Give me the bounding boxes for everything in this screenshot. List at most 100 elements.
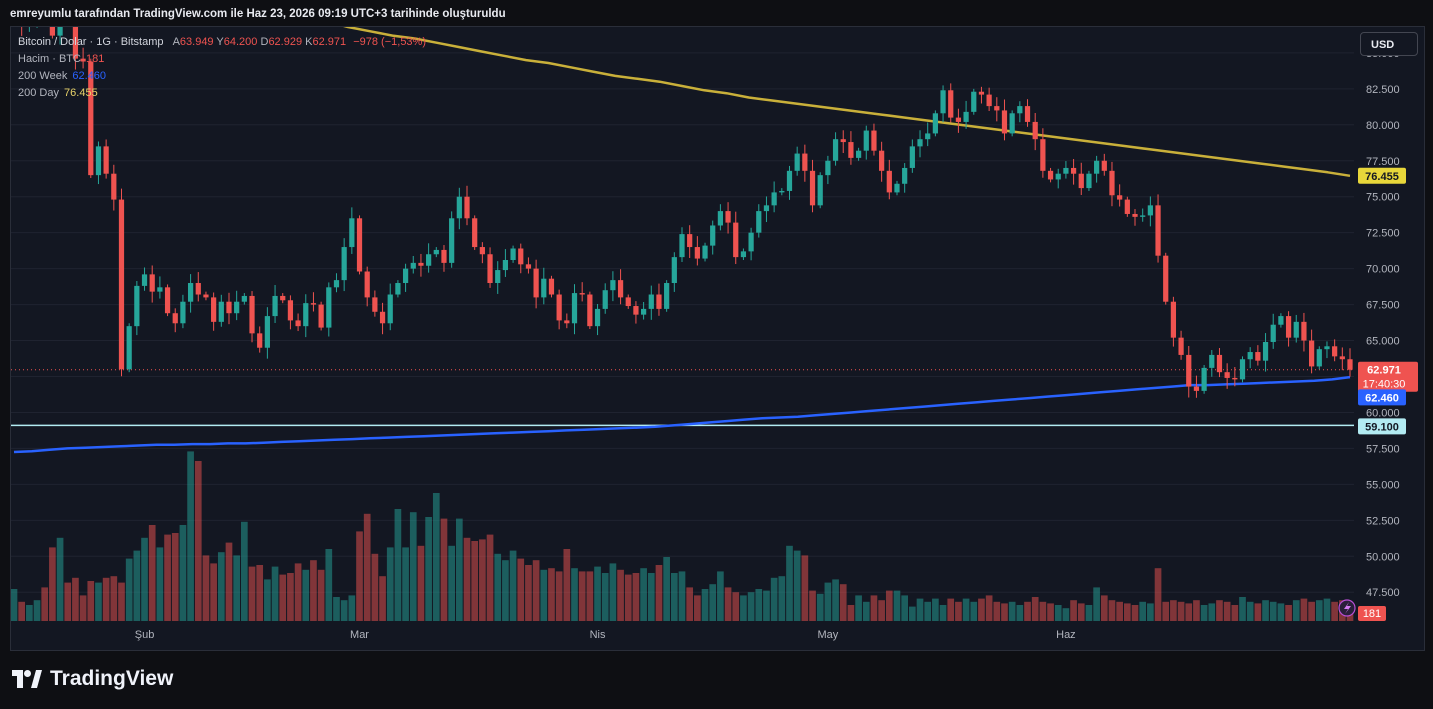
volume-bar: [1185, 603, 1193, 621]
volume-bar: [1123, 603, 1131, 621]
ma200w-line[interactable]: [13, 375, 1351, 454]
candle-body: [733, 222, 739, 258]
volume-bar: [1262, 600, 1269, 621]
legend-volume-row[interactable]: Hacim · BTC 181: [18, 51, 426, 68]
candle-body: [710, 225, 716, 246]
candle-body: [832, 139, 839, 161]
volume-bar: [110, 576, 118, 621]
volume-bar: [878, 600, 885, 621]
y-axis-tick: 60.000: [1366, 407, 1400, 419]
y-axis-tick: 77.500: [1366, 156, 1400, 168]
volume-bar: [701, 589, 709, 621]
volume-bar: [540, 569, 548, 621]
volume-bar: [1385, 608, 1392, 621]
volume-bar: [663, 557, 670, 621]
candle-body: [1017, 106, 1023, 114]
volume-bar: [264, 579, 271, 621]
candle-body: [594, 308, 601, 327]
candle-body: [779, 190, 785, 193]
legend-ma200w-row[interactable]: 200 Week 62.460: [18, 68, 426, 85]
tradingview-brand[interactable]: TradingView: [12, 667, 173, 691]
volume-bar: [225, 542, 233, 621]
legend-volume-label: Hacim · BTC: [18, 53, 81, 65]
candle-body: [717, 211, 724, 226]
volume-bar: [1300, 598, 1308, 621]
volume-bar: [924, 601, 932, 621]
volume-bar: [586, 571, 594, 621]
candle-body: [464, 196, 470, 219]
candle-body: [395, 283, 401, 295]
volume-bar: [563, 549, 571, 621]
candle-body: [80, 58, 86, 62]
volume-bar: [509, 550, 517, 621]
volume-bar: [440, 518, 448, 621]
candle-body: [157, 287, 163, 292]
legend-ma200d-label: 200 Day: [18, 87, 59, 99]
candle-body: [1147, 205, 1153, 216]
y-axis-tick: 57.500: [1366, 443, 1400, 455]
volume-bar: [363, 513, 371, 621]
candle-body: [1308, 340, 1315, 367]
candle-body: [932, 113, 938, 134]
candle-body: [955, 117, 962, 122]
candle-body: [111, 173, 117, 200]
legend-ma200w-value: 62.460: [72, 70, 107, 82]
volume-bar: [1231, 605, 1239, 621]
candle-body: [556, 294, 562, 321]
legend-symbol[interactable]: Bitcoin / Dolar · 1G · Bitstamp: [18, 36, 164, 48]
candle-body: [426, 254, 432, 266]
candle-body: [510, 248, 516, 260]
volume-bar: [1077, 603, 1085, 621]
candle-body: [1224, 372, 1230, 378]
ma200d-line[interactable]: [14, 0, 1351, 178]
candle-body: [333, 280, 340, 288]
volume-bar: [717, 571, 724, 621]
candle-body: [725, 211, 731, 223]
candle-body: [1078, 173, 1084, 189]
volume-bar: [1016, 605, 1024, 621]
volume-bar: [102, 577, 110, 621]
volume-bar: [202, 555, 210, 621]
candle-body: [418, 262, 424, 266]
volume-bar: [740, 595, 747, 621]
volume-bar: [724, 587, 732, 621]
currency-selector[interactable]: USD: [1360, 32, 1418, 56]
y-axis-tick: 65.000: [1366, 336, 1400, 348]
volume-bar: [709, 584, 717, 621]
candle-body: [917, 139, 923, 147]
candle-body: [1117, 195, 1123, 200]
volume-bar: [694, 595, 701, 621]
candle-body: [495, 270, 501, 284]
candle-body: [1132, 213, 1138, 217]
candle-body: [118, 199, 125, 370]
candle-body: [840, 139, 846, 143]
volume-bar: [978, 598, 985, 621]
volume-bar: [156, 547, 164, 621]
volume-bar: [916, 598, 924, 621]
candle-body: [587, 294, 593, 327]
volume-bar: [632, 573, 640, 621]
candle-body: [379, 311, 386, 324]
candle-body: [349, 218, 355, 248]
volume-bar: [171, 533, 179, 621]
volume-tag-bg: [1358, 606, 1386, 621]
last-price-tag: 62.971: [1367, 365, 1401, 377]
candle-body: [963, 111, 969, 122]
candle-body: [1047, 170, 1054, 180]
legend-close-label: K: [305, 36, 313, 48]
candle-body: [27, 17, 32, 27]
legend-ma200d-row[interactable]: 200 Day 76.455: [18, 85, 426, 102]
volume-bar: [417, 545, 425, 621]
volume-bar: [479, 539, 486, 621]
volume-bar: [194, 461, 202, 621]
candle-body: [1186, 354, 1192, 387]
y-axis-tick: 70.000: [1366, 264, 1400, 276]
alert-bolt-icon: [1344, 602, 1351, 614]
candle-body: [794, 153, 800, 171]
candle-body: [1209, 354, 1215, 368]
candle-body: [1101, 160, 1107, 171]
volume-bar: [855, 595, 862, 621]
volume-bar: [1108, 600, 1116, 621]
brand-name: TradingView: [50, 667, 174, 690]
